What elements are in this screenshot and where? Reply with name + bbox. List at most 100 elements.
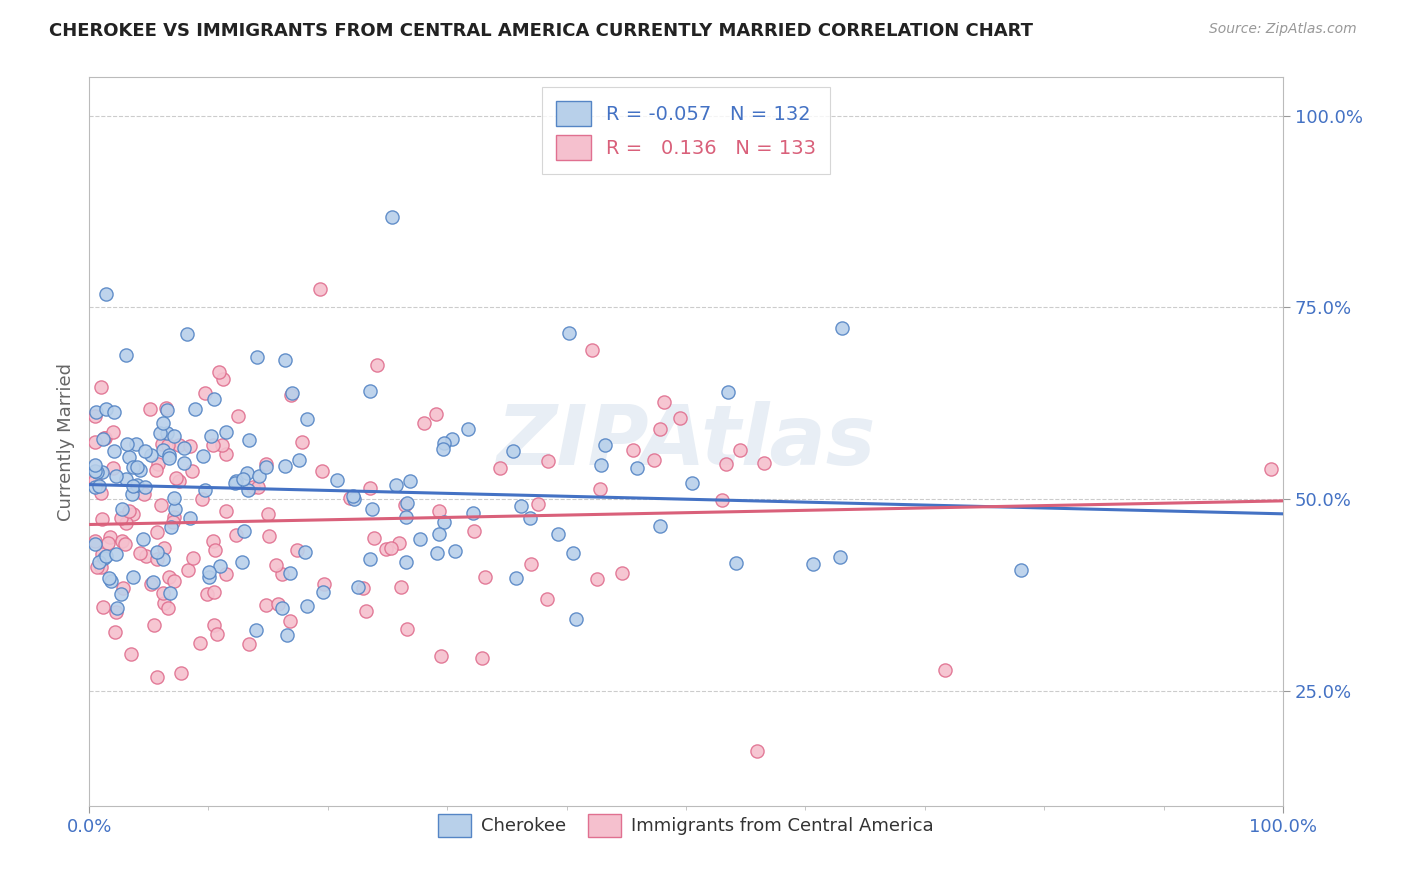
Point (510, 499, 533, 513)
Point (202, 392, 225, 406)
Point (181, 550, 204, 565)
Point (589, 458, 612, 472)
Point (264, 558, 287, 572)
Point (110, 511, 132, 525)
Point (471, 650, 494, 665)
Point (716, 457, 738, 471)
Point (430, 648, 453, 663)
Point (593, 438, 616, 452)
Point (626, 461, 648, 475)
Point (84, 458, 107, 472)
Point (247, 469, 270, 483)
Point (156, 402, 179, 417)
Point (90, 486, 112, 500)
Point (153, 541, 176, 555)
Point (135, 549, 157, 563)
Point (257, 508, 280, 522)
Point (295, 412, 318, 426)
Point (408, 533, 430, 547)
Point (247, 480, 270, 494)
Point (254, 598, 277, 612)
Text: CHEROKEE VS IMMIGRANTS FROM CENTRAL AMERICA CURRENTLY MARRIED CORRELATION CHART: CHEROKEE VS IMMIGRANTS FROM CENTRAL AMER… (49, 22, 1033, 40)
Point (122, 479, 145, 493)
Point (564, 612, 586, 626)
Point (346, 580, 368, 594)
Point (156, 426, 179, 441)
Point (121, 487, 143, 501)
Point (176, 326, 198, 341)
Point (101, 460, 124, 475)
Point (91, 433, 114, 447)
Point (145, 463, 167, 477)
Point (461, 506, 484, 520)
Point (139, 402, 162, 417)
Point (711, 493, 734, 508)
Point (343, 491, 366, 506)
Point (118, 503, 141, 517)
Point (489, 461, 512, 475)
Point (132, 533, 155, 547)
Point (150, 437, 173, 451)
Point (103, 443, 125, 458)
Point (547, 526, 569, 541)
Point (215, 567, 238, 582)
Point (502, 443, 524, 458)
Point (457, 422, 479, 436)
Point (94, 432, 117, 446)
Point (157, 448, 180, 462)
Point (398, 474, 420, 488)
Point (1010, 564, 1032, 578)
Point (717, 385, 740, 400)
Point (271, 600, 294, 615)
Point (519, 510, 541, 524)
Point (280, 388, 302, 402)
Point (291, 435, 314, 450)
Point (125, 437, 148, 451)
Point (91, 512, 114, 526)
Point (225, 474, 247, 488)
Point (610, 566, 633, 580)
Point (134, 480, 156, 494)
Point (89, 479, 111, 493)
Point (103, 405, 125, 419)
Point (1260, 462, 1282, 476)
Point (202, 533, 225, 548)
Point (648, 422, 671, 436)
Point (231, 556, 253, 570)
Point (162, 491, 184, 505)
Point (146, 551, 169, 566)
Point (287, 543, 309, 558)
Point (169, 665, 191, 680)
Point (288, 453, 311, 467)
Point (359, 384, 381, 399)
Point (536, 591, 558, 606)
Point (236, 483, 259, 497)
Point (520, 557, 543, 571)
Point (146, 457, 169, 471)
Point (232, 471, 254, 485)
Point (84, 405, 107, 419)
Point (195, 587, 218, 601)
Point (163, 428, 186, 442)
Point (141, 577, 163, 591)
Point (94, 286, 117, 301)
Point (363, 532, 385, 546)
Point (93, 551, 115, 566)
Point (165, 471, 187, 485)
Point (215, 425, 238, 439)
Point (361, 501, 384, 516)
Point (86, 560, 108, 574)
Point (114, 348, 136, 362)
Point (115, 516, 138, 531)
Point (184, 402, 207, 417)
Point (202, 618, 225, 632)
Point (152, 416, 174, 430)
Point (118, 450, 141, 465)
Point (84, 533, 107, 548)
Point (152, 585, 174, 599)
Point (245, 624, 267, 638)
Point (643, 453, 665, 467)
Point (215, 504, 238, 518)
Point (395, 510, 418, 524)
Point (156, 600, 179, 615)
